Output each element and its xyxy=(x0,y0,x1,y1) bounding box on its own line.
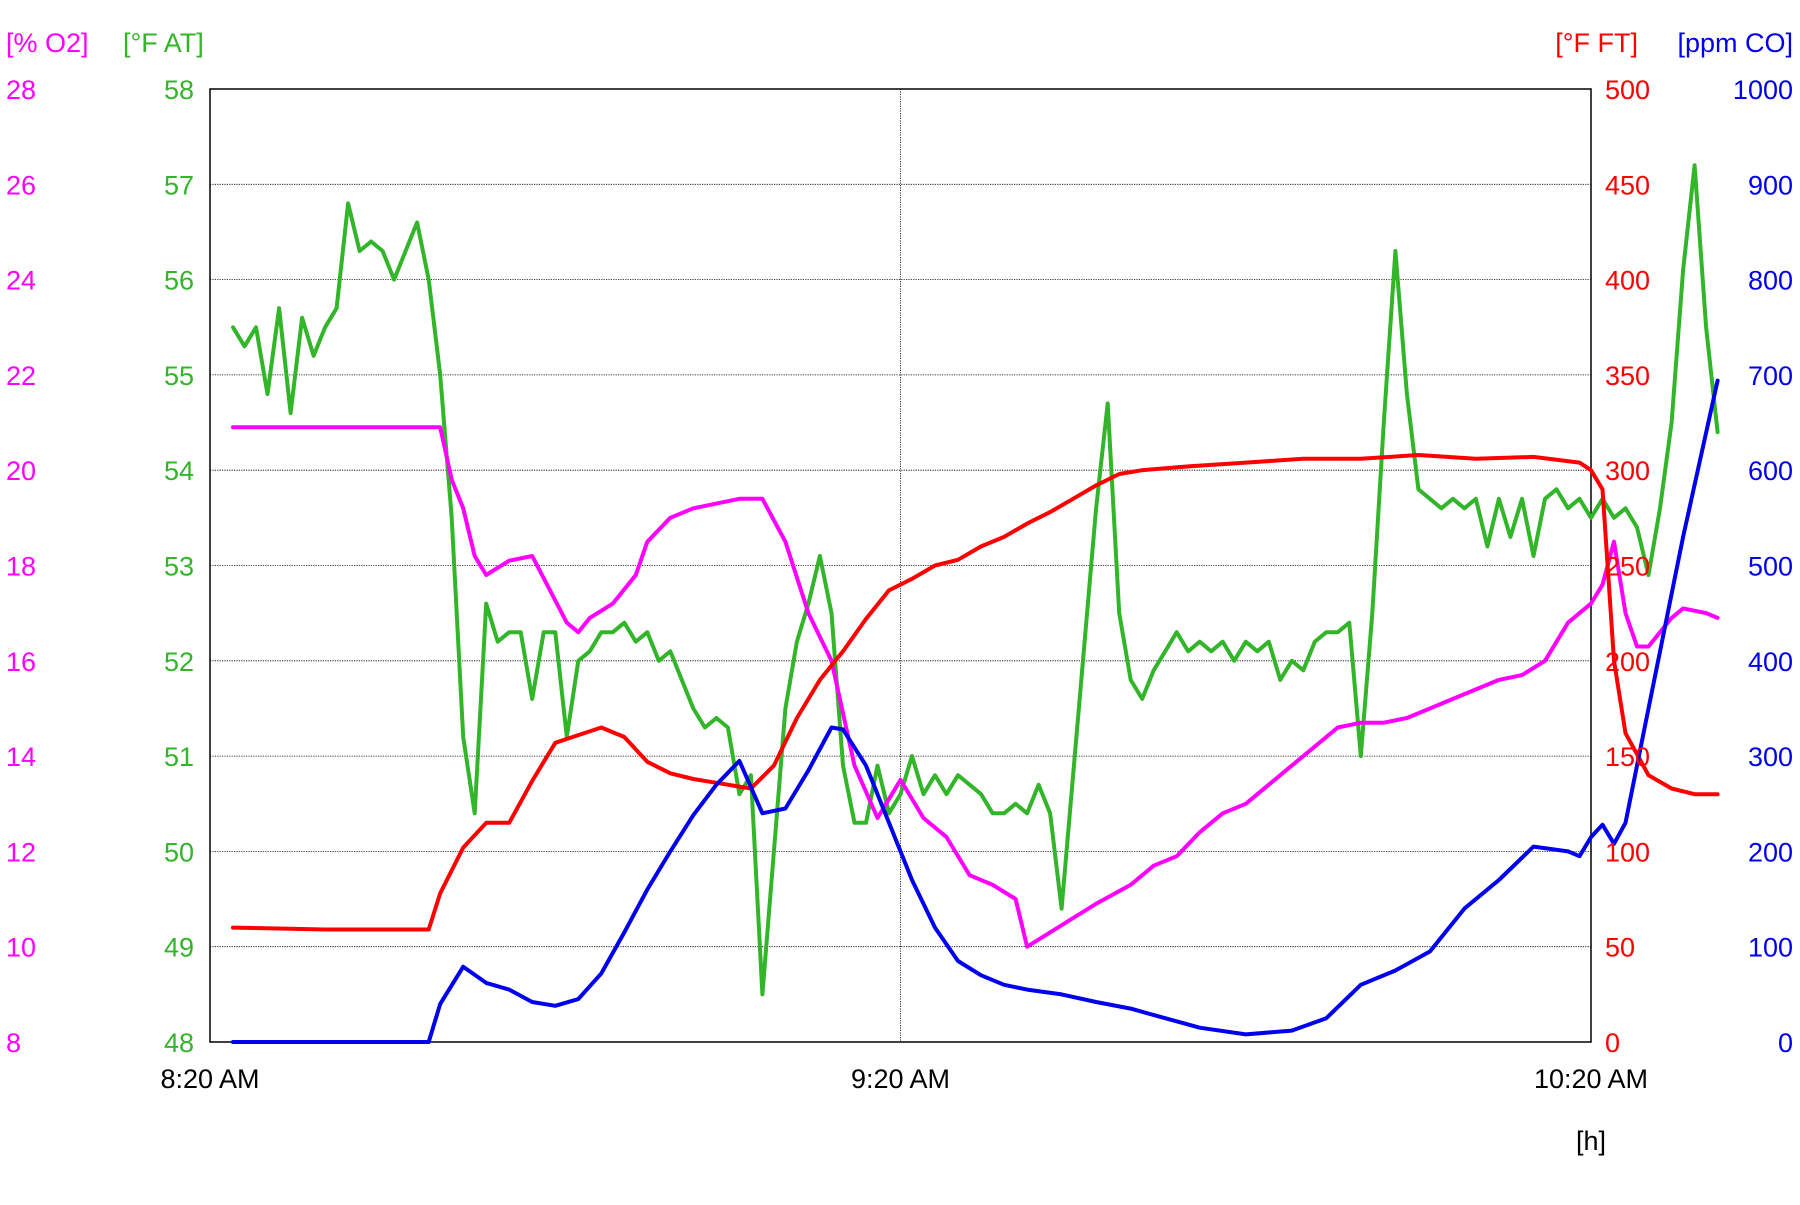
series-layer xyxy=(231,163,1720,1044)
y-tick-label-co: 600 xyxy=(1748,456,1793,486)
y-tick-label-at: 55 xyxy=(164,361,194,391)
x-tick-label: 9:20 AM xyxy=(851,1064,950,1094)
y-tick-label-co: 1000 xyxy=(1733,75,1793,105)
y-tick-label-co: 900 xyxy=(1748,170,1793,200)
axis-label-ft: [°F FT] xyxy=(1555,28,1638,58)
y-tick-label-co: 800 xyxy=(1748,266,1793,296)
y-tick-label-ft: 250 xyxy=(1605,552,1650,582)
y-tick-label-o2: 8 xyxy=(6,1028,21,1058)
y-tick-label-at: 53 xyxy=(164,552,194,582)
y-tick-label-ft: 350 xyxy=(1605,361,1650,391)
y-tick-label-at: 52 xyxy=(164,647,194,677)
axes-layer: 8:20 AM 9:20 AM 10:20 AM [h] [% O2] 8 10 12 14 16… xyxy=(6,28,1793,1156)
y-tick-label-o2: 12 xyxy=(6,837,36,867)
y-tick-label-at: 51 xyxy=(164,742,194,772)
y-tick-label-at: 50 xyxy=(164,837,194,867)
series-line-at xyxy=(231,163,1720,997)
y-tick-label-at: 48 xyxy=(164,1028,194,1058)
y-tick-label-co: 200 xyxy=(1748,837,1793,867)
y-tick-label-ft: 150 xyxy=(1605,742,1650,772)
y-tick-label-o2: 20 xyxy=(6,456,36,486)
y-tick-label-co: 300 xyxy=(1748,742,1793,772)
y-tick-label-co: 500 xyxy=(1748,552,1793,582)
x-axis-label: [h] xyxy=(1576,1126,1606,1156)
y-tick-label-at: 49 xyxy=(164,933,194,963)
y-tick-label-o2: 14 xyxy=(6,742,36,772)
y-tick-label-co: 0 xyxy=(1778,1028,1793,1058)
y-tick-label-o2: 18 xyxy=(6,552,36,582)
y-tick-label-o2: 26 xyxy=(6,170,36,200)
x-tick-label: 8:20 AM xyxy=(160,1064,259,1094)
y-tick-label-co: 400 xyxy=(1748,647,1793,677)
y-tick-label-co: 100 xyxy=(1748,933,1793,963)
y-tick-label-ft: 450 xyxy=(1605,170,1650,200)
y-tick-label-o2: 28 xyxy=(6,75,36,105)
y-tick-label-ft: 300 xyxy=(1605,456,1650,486)
x-tick-label: 10:20 AM xyxy=(1534,1064,1648,1094)
axis-label-co: [ppm CO] xyxy=(1677,28,1793,58)
y-tick-label-ft: 50 xyxy=(1605,933,1635,963)
y-tick-label-ft: 0 xyxy=(1605,1028,1620,1058)
plot-frame xyxy=(209,88,1592,1043)
y-tick-label-o2: 10 xyxy=(6,933,36,963)
y-tick-label-ft: 400 xyxy=(1605,266,1650,296)
y-tick-label-at: 57 xyxy=(164,170,194,200)
series-line-co xyxy=(231,378,1720,1044)
grid-layer xyxy=(210,89,1591,1042)
y-tick-label-ft: 100 xyxy=(1605,837,1650,867)
y-tick-label-ft: 200 xyxy=(1605,647,1650,677)
series-line-o2 xyxy=(231,425,1720,949)
axis-label-o2: [% O2] xyxy=(6,28,89,58)
series-line-ft xyxy=(231,453,1720,932)
y-tick-label-at: 54 xyxy=(164,456,194,486)
y-tick-label-o2: 16 xyxy=(6,647,36,677)
y-tick-label-o2: 22 xyxy=(6,361,36,391)
y-tick-label-o2: 24 xyxy=(6,266,36,296)
axis-label-at: [°F AT] xyxy=(123,28,204,58)
y-tick-label-at: 56 xyxy=(164,266,194,296)
y-tick-label-ft: 500 xyxy=(1605,75,1650,105)
y-tick-label-at: 58 xyxy=(164,75,194,105)
y-tick-label-co: 700 xyxy=(1748,361,1793,391)
